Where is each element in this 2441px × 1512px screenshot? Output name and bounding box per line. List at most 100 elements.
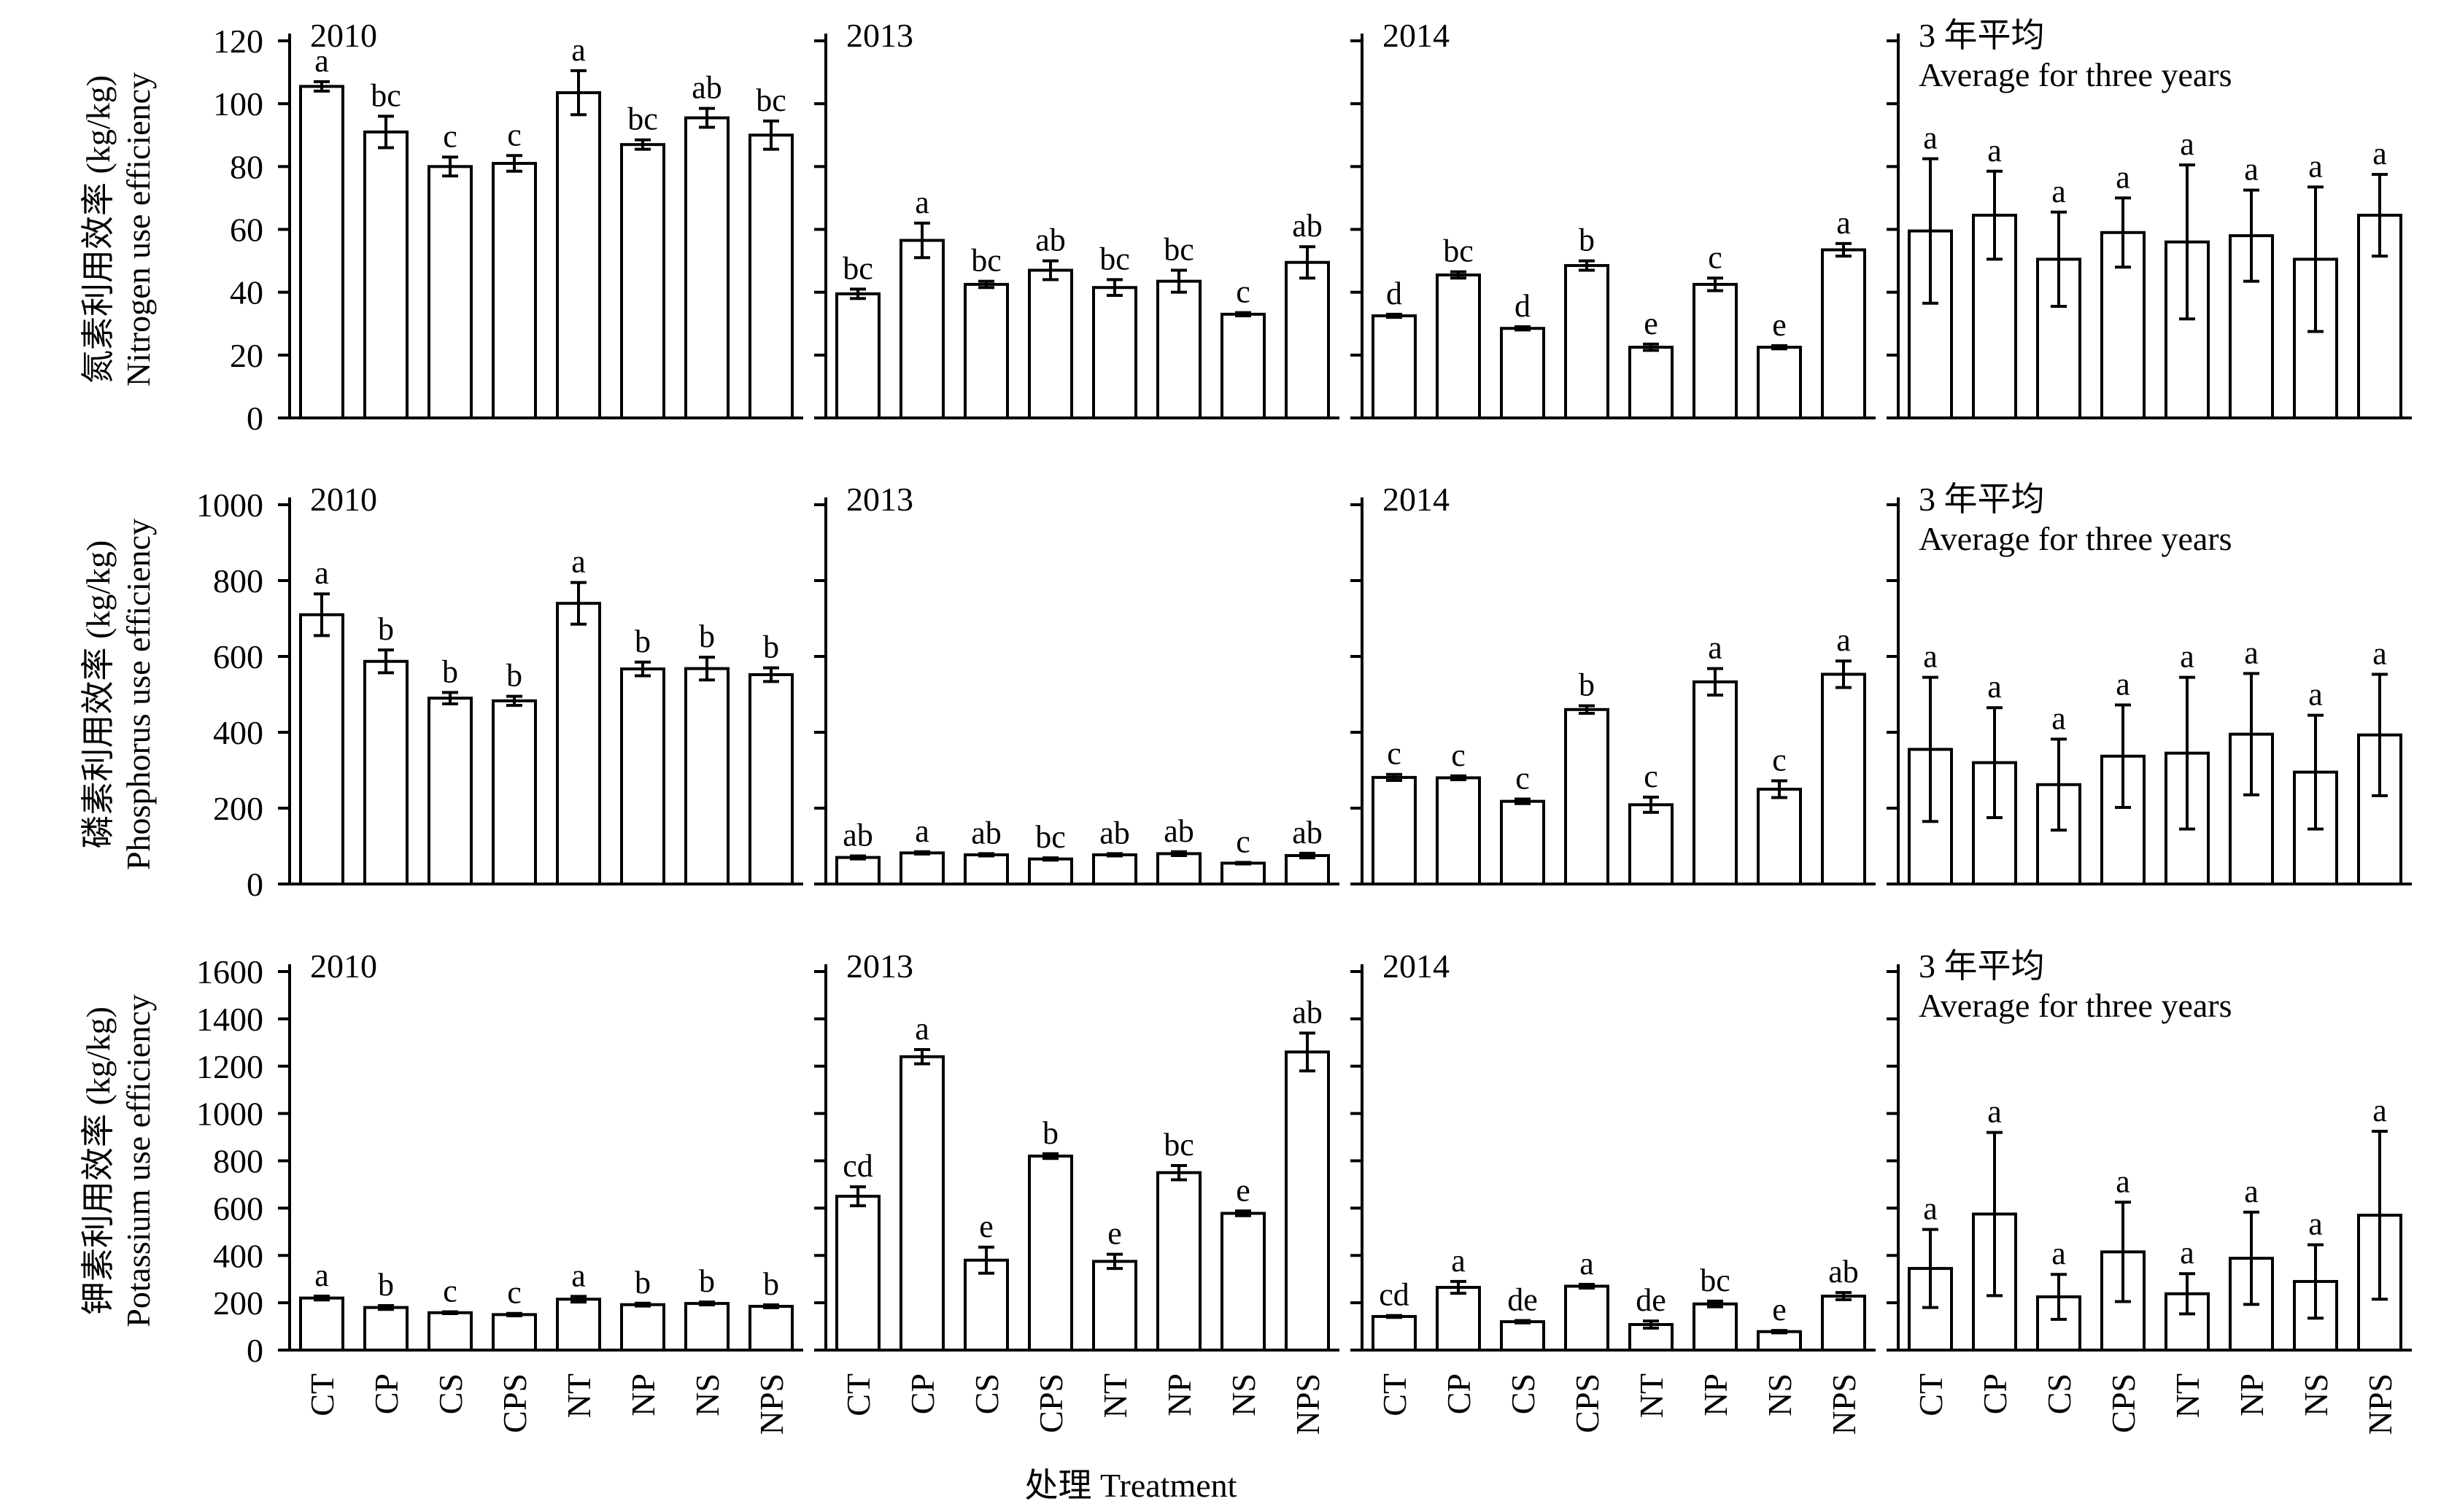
- bar-NP: [1693, 680, 1738, 886]
- significance-letter: b: [378, 1267, 394, 1303]
- significance-letter: a: [2116, 1163, 2130, 1199]
- bar-NT: [1628, 803, 1674, 885]
- error-bar: [1514, 325, 1531, 332]
- bar-CPS: [492, 699, 537, 886]
- x-category-label: NPS: [1825, 1373, 1862, 1435]
- error-bar: [635, 138, 651, 151]
- panel-title: 2014: [1382, 947, 1450, 985]
- significance-letter: a: [1836, 622, 1851, 658]
- significance-letter: a: [2372, 136, 2387, 171]
- significance-letter: a: [571, 32, 586, 68]
- y-axis-label-en: Nitrogen use efficiency: [120, 72, 157, 387]
- error-bar: [1579, 1282, 1595, 1290]
- y-tick-label: 400: [213, 1237, 263, 1274]
- x-category-label: NS: [2297, 1373, 2334, 1416]
- bar-CT: [299, 85, 344, 420]
- error-bar: [1835, 1291, 1852, 1301]
- y-tick-label: 200: [213, 1284, 263, 1322]
- significance-letter: bc: [627, 101, 658, 137]
- bar-CS: [964, 282, 1009, 420]
- significance-letter: b: [635, 624, 651, 659]
- significance-letter: a: [915, 1011, 929, 1047]
- significance-letter: a: [915, 185, 929, 220]
- y-axis-label-cn: 磷素利用效率 (kg/kg): [80, 540, 117, 849]
- x-category-label: NS: [1761, 1373, 1798, 1416]
- significance-letter: cd: [1379, 1277, 1409, 1313]
- error-bar: [699, 1300, 715, 1307]
- significance-letter: a: [2308, 677, 2323, 713]
- panel-2-1: cd a e b e bc e ab 2013: [814, 947, 1339, 1352]
- error-bar: [1171, 268, 1187, 294]
- panel-title: 2014: [1382, 17, 1450, 54]
- bar-NP: [2229, 732, 2274, 885]
- bar-CT: [835, 856, 881, 885]
- error-bar: [570, 1295, 587, 1304]
- error-bar: [1922, 675, 1938, 823]
- significance-letter: ab: [971, 815, 1002, 850]
- error-bar: [850, 854, 866, 861]
- bar-CT: [1372, 775, 1417, 885]
- significance-letter: e: [979, 1209, 994, 1244]
- error-bar: [2307, 713, 2324, 831]
- x-category-label: CPS: [1032, 1373, 1069, 1433]
- y-axis-label-en: Phosphorus use efficiency: [120, 519, 157, 870]
- bar-CP: [1436, 273, 1481, 419]
- y-tick-label: 800: [213, 1143, 263, 1180]
- bar-NP: [2229, 234, 2274, 419]
- error-bar: [914, 1048, 930, 1066]
- x-category-label: CS: [432, 1373, 469, 1414]
- significance-letter: a: [2308, 148, 2323, 184]
- error-bar: [1386, 1314, 1402, 1319]
- x-category-label: NT: [560, 1373, 597, 1418]
- y-tick-label: 800: [213, 562, 263, 600]
- significance-letter: c: [507, 1275, 522, 1311]
- bar-NT: [556, 1298, 601, 1352]
- error-bar: [978, 852, 994, 858]
- y-tick-label: 120: [213, 23, 263, 60]
- bar-CPS: [1028, 1155, 1073, 1352]
- error-bar: [1299, 245, 1315, 280]
- bar-NP: [1693, 282, 1738, 420]
- bar-NPS: [1821, 248, 1866, 420]
- bar-CT: [1372, 314, 1417, 419]
- x-category-label: CS: [968, 1373, 1005, 1414]
- error-bar: [506, 1311, 522, 1317]
- significance-letter: a: [1987, 133, 2002, 168]
- x-category-label: NPS: [1289, 1373, 1326, 1435]
- significance-letter: b: [763, 1266, 779, 1302]
- significance-letter: a: [314, 555, 329, 591]
- error-bar: [506, 154, 522, 173]
- bar-CS: [964, 853, 1009, 885]
- significance-letter: a: [1923, 120, 1938, 156]
- panel-title: 2010: [310, 481, 377, 518]
- significance-letter: a: [571, 544, 586, 580]
- error-bar: [570, 581, 587, 626]
- panel-title: 2010: [310, 947, 377, 985]
- panel-title: 2010: [310, 17, 377, 54]
- y-axis-label-en: Potassium use efficiency: [120, 994, 157, 1327]
- bar-CP: [363, 659, 409, 885]
- panel-subtitle: Average for three years: [1919, 987, 2232, 1024]
- error-bar: [1107, 1252, 1123, 1271]
- bar-NS: [1757, 346, 1802, 419]
- bar-NS: [1220, 861, 1266, 886]
- significance-letter: a: [1987, 669, 2002, 705]
- error-bar: [635, 660, 651, 678]
- bar-NS: [1757, 1330, 1802, 1352]
- panel-title: 2013: [846, 17, 913, 54]
- x-category-label: NT: [1633, 1373, 1670, 1418]
- error-bar: [1643, 1319, 1659, 1330]
- significance-letter: bc: [1099, 241, 1130, 276]
- error-bar: [506, 694, 522, 707]
- error-bar: [1450, 270, 1466, 280]
- significance-letter: a: [2244, 152, 2259, 187]
- bar-NP: [1693, 1302, 1738, 1352]
- significance-letter: ab: [1292, 994, 1323, 1030]
- significance-letter: a: [1923, 639, 1938, 675]
- bar-CS: [428, 165, 473, 419]
- significance-letter: b: [763, 629, 779, 665]
- x-category-label: NS: [1225, 1373, 1262, 1416]
